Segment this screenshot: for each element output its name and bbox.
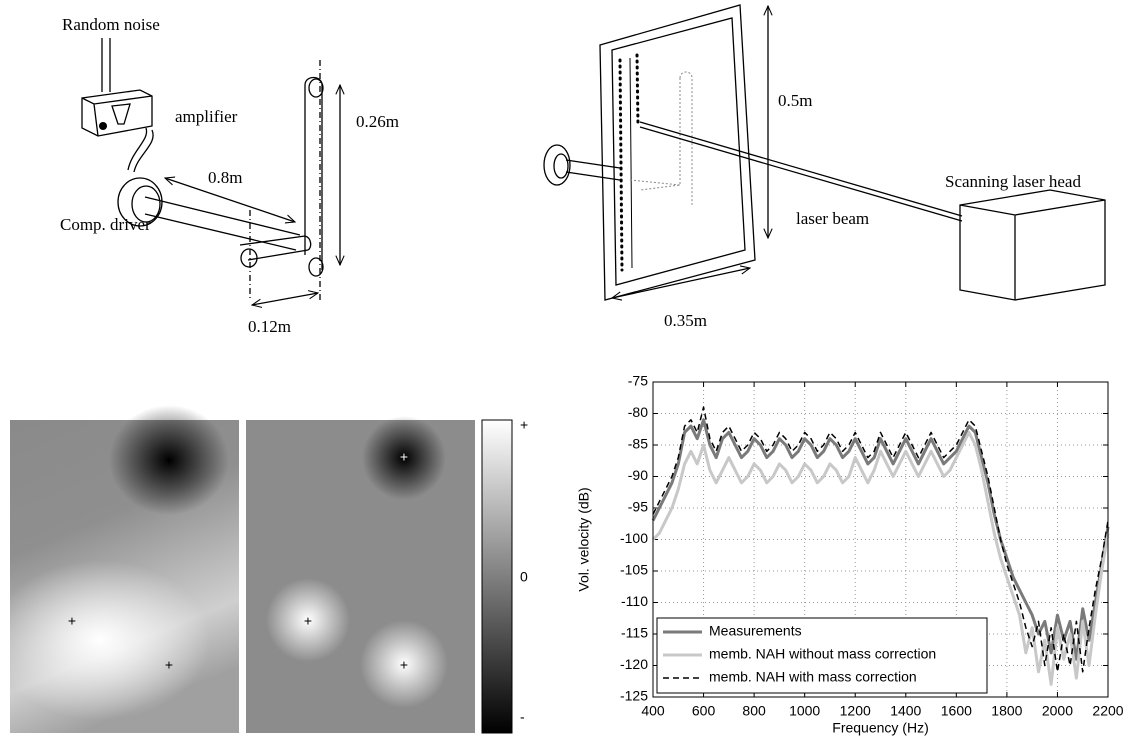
y-tick-label: -95 <box>628 499 648 515</box>
y-tick-label: -80 <box>628 404 648 420</box>
y-tick-label: -75 <box>628 373 648 389</box>
legend-box <box>656 617 988 694</box>
label: 0.35m <box>664 311 707 330</box>
label: laser beam <box>796 209 869 228</box>
legend-label: memb. NAH with mass correction <box>709 669 917 685</box>
y-tick-label: -115 <box>621 625 648 641</box>
x-tick-label: 1800 <box>991 703 1022 719</box>
marker: + <box>165 453 173 469</box>
y-axis-label: Vol. velocity (dB) <box>576 487 592 591</box>
x-tick-label: 1000 <box>789 703 820 719</box>
y-tick-label: -105 <box>620 562 648 578</box>
line-chart: -125 -120 -115 -110 -105 -100 -95 -90 -85 -80 -75 4… <box>576 373 1124 736</box>
x-tick-label: 1400 <box>890 703 921 719</box>
label: amplifier <box>175 107 238 126</box>
y-tick-label: -90 <box>628 467 648 483</box>
x-tick-label: 400 <box>641 703 665 719</box>
maps: + + + + + + + 0 - <box>0 405 528 734</box>
marker: + <box>68 613 76 629</box>
marker: + <box>165 657 173 673</box>
x-tick-label: 1600 <box>941 703 972 719</box>
axes-frame <box>652 381 1109 698</box>
x-tick-label: 1200 <box>840 703 871 719</box>
marker: + <box>304 613 312 629</box>
legend-label: Measurements <box>709 623 802 639</box>
series-line <box>651 430 1110 686</box>
y-tick-label: -85 <box>628 436 648 452</box>
y-tick-label: -120 <box>620 656 648 672</box>
x-tick-label: 600 <box>692 703 716 719</box>
series-line <box>652 406 1109 673</box>
y-tick-label: -125 <box>620 688 648 704</box>
laser-diagram: 0.5m Scanning laser head laser beam 0.35… <box>543 4 1106 330</box>
colorbar-label: - <box>520 709 525 725</box>
series-line <box>651 418 1110 661</box>
y-tick-label: -100 <box>620 530 648 546</box>
label: 0.26m <box>356 112 399 131</box>
colorbar-label: + <box>520 417 528 433</box>
setup-diagram: Random noise amplifier 0.8m 0.26m Comp. … <box>60 15 399 336</box>
legend-label: memb. NAH without mass correction <box>709 646 936 662</box>
label: Random noise <box>62 15 160 34</box>
label: Scanning laser head <box>945 172 1081 191</box>
label: Comp. driver <box>60 215 151 234</box>
y-tick-label: -110 <box>621 593 648 609</box>
colorbar-label: 0 <box>520 569 528 585</box>
label: 0.5m <box>778 91 812 110</box>
label: 0.12m <box>248 317 291 336</box>
x-tick-label: 800 <box>742 703 766 719</box>
marker: + <box>400 449 408 465</box>
marker: + <box>400 657 408 673</box>
label: 0.8m <box>208 168 242 187</box>
x-tick-label: 2000 <box>1042 703 1073 719</box>
x-tick-label: 2200 <box>1092 703 1123 719</box>
x-axis-label: Frequency (Hz) <box>832 720 928 736</box>
